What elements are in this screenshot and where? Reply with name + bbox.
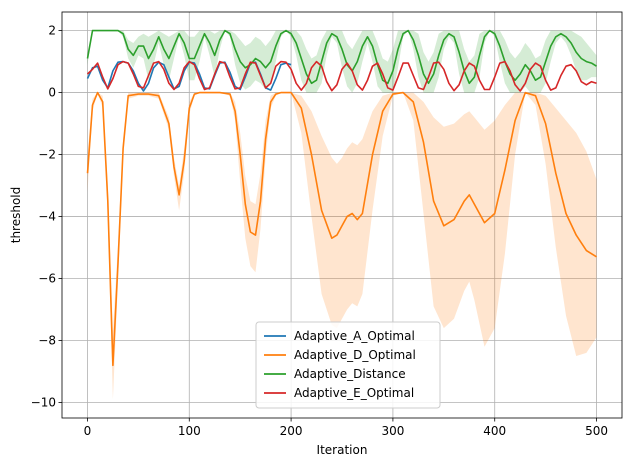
legend-label-2: Adaptive_D_Optimal (294, 348, 416, 362)
y-tick-label: −6 (38, 272, 56, 286)
legend-box (255, 321, 441, 409)
x-tick-label: 100 (178, 424, 201, 438)
y-tick-label: 0 (48, 86, 56, 100)
x-tick-label: 500 (585, 424, 608, 438)
y-tick-label: −4 (38, 210, 56, 224)
x-axis-ticks: 0 100 200 300 400 500 (84, 418, 608, 438)
series-band-2 (87, 92, 597, 400)
x-tick-label: 0 (84, 424, 92, 438)
x-axis-label: Iteration (317, 443, 368, 457)
legend-label-1: Adaptive_A_Optimal (294, 329, 415, 343)
plot-frame (61, 11, 623, 419)
y-axis-label: threshold (9, 187, 23, 244)
y-axis-ticks: −10 −8 −6 −4 −2 0 2 (31, 24, 62, 410)
x-tick-label: 400 (483, 424, 506, 438)
grid-lines (62, 12, 622, 418)
series-band-3 (87, 30, 597, 93)
series-line-4 (86, 60, 597, 92)
series-line-2 (86, 91, 597, 367)
legend: Adaptive_A_Optimal Adaptive_D_Optimal Adap… (255, 321, 441, 409)
x-tick-label: 300 (381, 424, 404, 438)
legend-label-3: Adaptive_Distance (294, 367, 406, 381)
y-tick-label: 2 (48, 24, 56, 38)
y-tick-label: −2 (38, 148, 56, 162)
x-tick-label: 200 (280, 424, 303, 438)
y-tick-label: −8 (38, 334, 56, 348)
legend-label-4: Adaptive_E_Optimal (294, 386, 414, 400)
confidence-bands (87, 30, 597, 400)
series-lines (86, 29, 597, 367)
y-tick-label: −10 (31, 396, 56, 410)
